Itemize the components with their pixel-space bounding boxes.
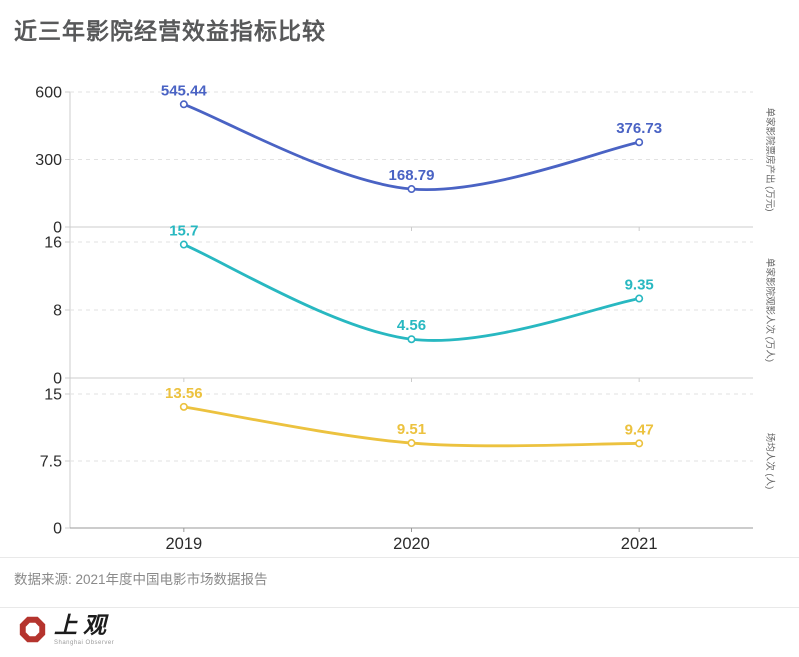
y-tick-label: 15 (44, 387, 62, 404)
brand-subtitle: Shanghai Observer (54, 640, 115, 646)
y-tick-label: 0 (53, 371, 62, 388)
data-point-marker[interactable] (407, 439, 416, 448)
footer-divider-bottom (0, 607, 799, 608)
data-point-marker[interactable] (635, 294, 644, 303)
source-text: 数据来源: 2021年度中国电影市场数据报告 (14, 572, 268, 587)
data-label: 545.44 (161, 82, 208, 99)
y-tick-label: 0 (53, 220, 62, 237)
data-point-marker[interactable] (179, 100, 188, 109)
data-point-marker[interactable] (407, 335, 416, 344)
data-point-marker[interactable] (179, 402, 188, 411)
data-label: 9.51 (397, 421, 426, 438)
data-point-marker[interactable] (407, 185, 416, 194)
y-tick-label: 0 (53, 521, 62, 538)
data-point-marker[interactable] (635, 138, 644, 147)
data-label: 4.56 (397, 317, 426, 334)
data-label: 9.35 (625, 277, 654, 294)
y-tick-label: 8 (53, 303, 62, 320)
data-label: 376.73 (616, 120, 662, 137)
y-tick-label: 300 (35, 152, 62, 169)
data-point-marker[interactable] (179, 240, 188, 249)
brand-name: 上观 (54, 612, 112, 639)
octagon-logo-icon (19, 616, 46, 643)
y-tick-label: 16 (44, 235, 62, 252)
brand-logo[interactable]: 上观 Shanghai Observer (17, 613, 114, 649)
data-label: 15.7 (169, 223, 198, 240)
page-title: 近三年影院经营效益指标比较 (14, 18, 326, 44)
x-tick-label: 2019 (165, 535, 202, 553)
data-point-marker[interactable] (635, 439, 644, 448)
footer-divider-top (0, 557, 799, 558)
y-axis-title: 单家影院票房产出 (万元) (764, 108, 776, 212)
y-tick-label: 7.5 (40, 454, 62, 471)
y-tick-label: 600 (35, 85, 62, 102)
octagon-inner (25, 622, 40, 637)
data-label: 13.56 (165, 385, 203, 402)
y-axis-title: 场均人次 (人) (764, 433, 776, 489)
data-label: 168.79 (389, 167, 435, 184)
x-tick-label: 2021 (621, 535, 658, 553)
data-label: 9.47 (625, 421, 654, 438)
x-tick-label: 2020 (393, 535, 430, 553)
y-axis-title: 单家影院观影人次 (万人) (764, 258, 776, 362)
